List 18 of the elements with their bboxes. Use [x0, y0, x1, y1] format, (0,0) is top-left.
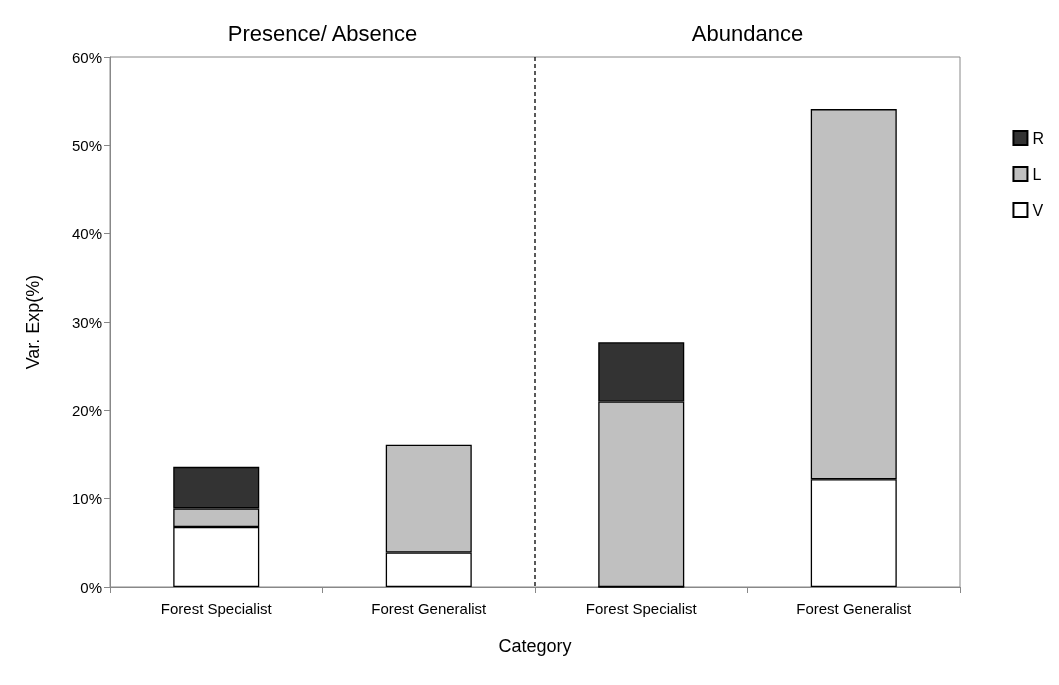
y-tick-label: 40% — [71, 225, 102, 243]
x-tick-label: Forest Specialist — [160, 600, 273, 617]
x-tick-label: Forest Specialist — [585, 600, 698, 617]
y-tick-label: 0% — [80, 578, 102, 596]
y-tick-label: 30% — [71, 313, 102, 331]
legend-label: L — [1032, 165, 1042, 183]
y-tick-label: 50% — [71, 136, 102, 154]
y-axis-title: Var. Exp(%) — [23, 274, 43, 370]
x-axis-title: Category — [498, 636, 572, 656]
legend-label: R — [1032, 129, 1045, 147]
x-tick-label: Forest Generalist — [796, 600, 913, 617]
y-tick-label: 60% — [71, 48, 102, 66]
legend-label: V — [1032, 201, 1044, 219]
text: Abundance — [691, 20, 804, 46]
y-tick-label: 10% — [71, 490, 102, 508]
x-tick-label: Forest Generalist — [371, 600, 488, 617]
y-tick-label: 20% — [71, 401, 102, 419]
text: Presence/ Absence — [227, 20, 418, 46]
